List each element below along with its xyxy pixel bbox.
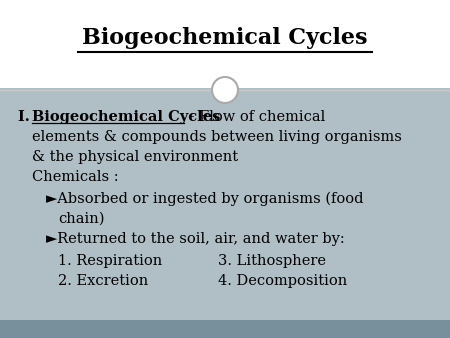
FancyBboxPatch shape: [0, 320, 450, 338]
Text: 3. Lithosphere: 3. Lithosphere: [218, 254, 326, 268]
Text: ►Returned to the soil, air, and water by:: ►Returned to the soil, air, and water by…: [46, 232, 345, 246]
Text: & the physical environment: & the physical environment: [32, 150, 238, 164]
Text: 1. Respiration: 1. Respiration: [58, 254, 162, 268]
Text: Biogeochemical Cycles: Biogeochemical Cycles: [32, 110, 220, 124]
Text: Chemicals :: Chemicals :: [32, 170, 119, 184]
Text: I.: I.: [18, 110, 35, 124]
Text: 4. Decomposition: 4. Decomposition: [218, 274, 347, 288]
FancyBboxPatch shape: [0, 0, 450, 90]
Text: Biogeochemical Cycles: Biogeochemical Cycles: [82, 27, 368, 49]
Text: - Flow of chemical: - Flow of chemical: [185, 110, 325, 124]
FancyBboxPatch shape: [0, 88, 450, 320]
Text: 2. Excretion: 2. Excretion: [58, 274, 148, 288]
Text: chain): chain): [58, 212, 104, 226]
Text: ►Absorbed or ingested by organisms (food: ►Absorbed or ingested by organisms (food: [46, 192, 364, 207]
Circle shape: [212, 77, 238, 103]
Text: elements & compounds between living organisms: elements & compounds between living orga…: [32, 130, 402, 144]
